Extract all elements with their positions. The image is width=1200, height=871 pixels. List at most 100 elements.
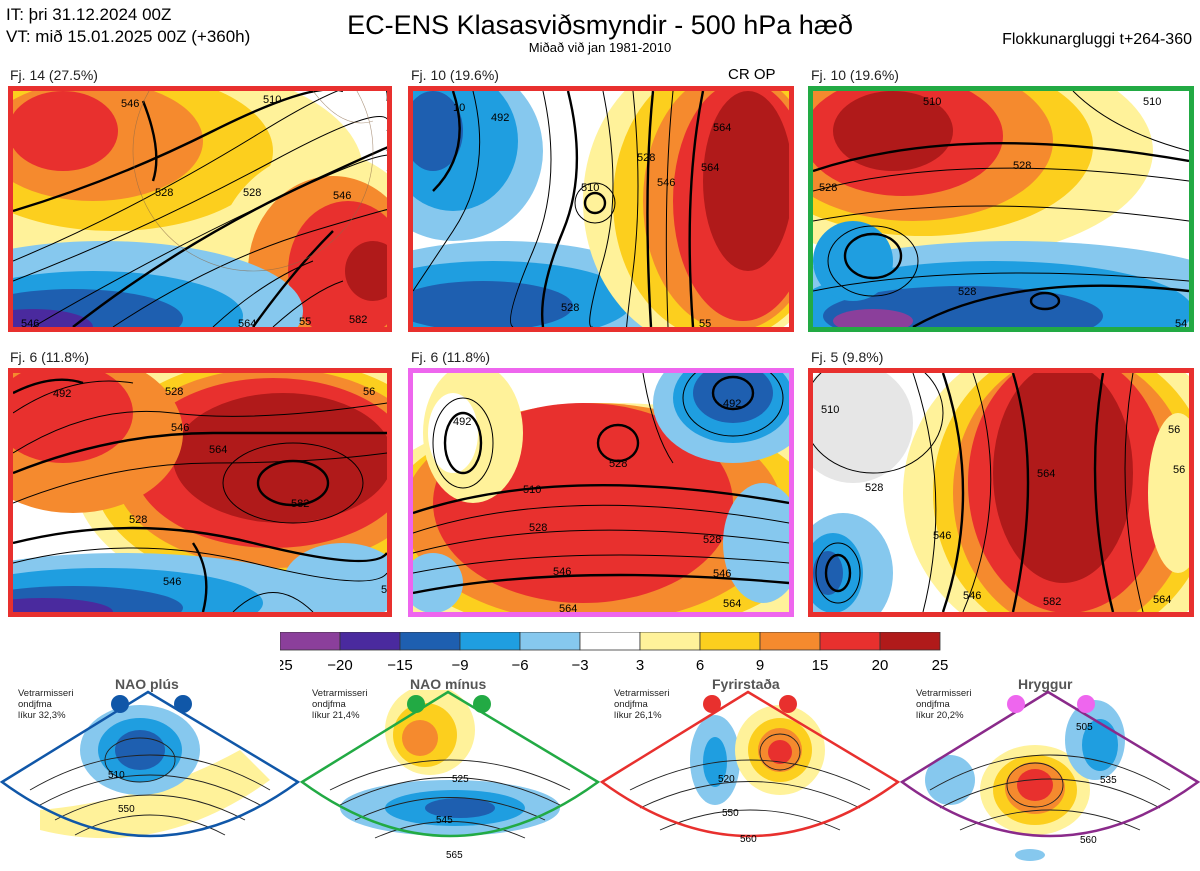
colorbar-cells (279, 631, 941, 651)
svg-text:54: 54 (1175, 318, 1187, 327)
regime-2-contour-a: 525 (452, 774, 469, 785)
svg-text:510: 510 (923, 96, 941, 108)
panel-5-label: Fj. 6 (11.8%) (411, 349, 491, 365)
svg-text:564: 564 (1037, 468, 1055, 480)
svg-text:546: 546 (333, 190, 351, 202)
regime-1-contour-a: 510 (108, 770, 125, 781)
colorbar-cell (759, 631, 821, 651)
svg-text:546: 546 (121, 98, 139, 110)
colorbar-tick-label: 25 (932, 657, 949, 674)
panel-4-label: Fj. 6 (11.8%) (10, 349, 90, 365)
svg-text:510: 510 (1143, 96, 1161, 108)
colorbar-tick-label: 15 (812, 657, 829, 674)
page-title: EC-ENS Klasasviðsmyndir - 500 hPa hæð (347, 10, 853, 40)
regime-3-contour-c: 560 (740, 834, 757, 845)
colorbar-tick-label: 9 (756, 657, 764, 674)
svg-text:510: 510 (581, 182, 599, 194)
map-panel-5: 492 510 528 528 546 528 546 564 564 492 (413, 373, 789, 612)
regime-3-note: Vetrarmisseri ondjfma líkur 26,1% (614, 688, 670, 721)
svg-text:564: 564 (238, 318, 256, 327)
svg-text:528: 528 (865, 482, 883, 494)
colorbar-cell (519, 631, 581, 651)
colorbar-tick-label: −9 (451, 657, 468, 674)
regime-4-contour-c: 560 (1080, 835, 1097, 846)
regime-1-contour-b: 550 (118, 804, 135, 815)
regime-2-contour-b: 545 (436, 815, 453, 826)
map-panel-4: 492 528 546 564 582 528 546 546 56 (13, 373, 387, 612)
page-subtitle: Miðað við jan 1981-2010 (528, 40, 672, 55)
cluster-map-panel-1: 546 528 528 546 564 582 546 55 510 (8, 86, 392, 332)
svg-text:528: 528 (958, 286, 976, 298)
svg-text:564: 564 (723, 598, 741, 610)
regime-3-name: Fyrirstaða (712, 676, 780, 692)
svg-text:564: 564 (559, 603, 577, 612)
regime-maps: 510 550 525 545 565 (0, 690, 1200, 861)
svg-text:528: 528 (609, 458, 627, 470)
regime-4-contour-a: 505 (1076, 722, 1093, 733)
svg-text:56: 56 (363, 386, 375, 398)
colorbar-cell (879, 631, 941, 651)
svg-text:492: 492 (53, 388, 71, 400)
svg-text:55: 55 (299, 316, 311, 327)
svg-text:546: 546 (163, 576, 181, 588)
regime-map-blocking: 520 550 560 (599, 690, 901, 845)
svg-text:564: 564 (701, 162, 719, 174)
map-panel-3: 510 510 528 528 528 54 (813, 91, 1189, 327)
cluster-map-panel-6: 510 546 564 528 546 564 582 56 56 (808, 368, 1194, 617)
regime-4-contour-b: 535 (1100, 775, 1117, 786)
colorbar-tick-label: 3 (636, 657, 644, 674)
colorbar-tick-labels: −25 −20 −15 −9 −6 −3 3 6 9 15 20 25 (267, 657, 949, 674)
svg-text:528: 528 (637, 152, 655, 164)
map-panel-2: 492 510 528 546 564 528 564 55 10 (413, 91, 789, 327)
regime-4-note: Vetrarmisseri ondjfma líkur 20,2% (916, 688, 972, 721)
classification-window: Flokkunargluggi t+264-360 (1002, 31, 1192, 48)
svg-text:564: 564 (209, 444, 227, 456)
svg-text:546: 546 (713, 568, 731, 580)
colorbar-svg: −25 −20 −15 −9 −6 −3 3 6 9 15 20 25 (267, 631, 949, 674)
svg-text:528: 528 (529, 522, 547, 534)
cluster-map-panel-2: 492 510 528 546 564 528 564 55 10 (408, 86, 794, 332)
svg-text:528: 528 (165, 386, 183, 398)
panel-2-label: Fj. 10 (19.6%) (411, 67, 499, 83)
svg-text:528: 528 (703, 534, 721, 546)
colorbar-cell (339, 631, 401, 651)
regime-map-nao-plus: 510 550 (0, 690, 301, 839)
svg-text:546: 546 (171, 422, 189, 434)
regime-1-note: Vetrarmisseri ondjfma líkur 32,3% (18, 688, 74, 721)
svg-text:546: 546 (21, 318, 39, 327)
svg-text:528: 528 (819, 182, 837, 194)
cluster-map-panel-3: 510 510 528 528 528 54 (808, 86, 1194, 332)
svg-text:528: 528 (243, 187, 261, 199)
initial-time: IT: þri 31.12.2024 00Z (6, 5, 172, 24)
svg-text:492: 492 (723, 398, 741, 410)
svg-text:546: 546 (657, 177, 675, 189)
svg-text:546: 546 (381, 584, 387, 596)
svg-text:56: 56 (1168, 424, 1180, 436)
svg-text:564: 564 (1153, 594, 1171, 606)
svg-text:528: 528 (561, 302, 579, 314)
svg-text:510: 510 (523, 484, 541, 496)
colorbar-cell (699, 631, 761, 651)
anomaly-colorbar: −25 −20 −15 −9 −6 −3 3 6 9 15 20 25 (267, 631, 960, 681)
colorbar-cell (399, 631, 461, 651)
svg-text:528: 528 (155, 187, 173, 199)
cluster-map-panel-5: 492 510 528 528 546 528 546 564 564 492 (408, 368, 794, 617)
map-panel-6: 510 546 564 528 546 564 582 56 56 (813, 373, 1189, 612)
panel-2-crop-tag: CR OP (728, 66, 776, 83)
regime-map-ridge: 505 535 560 (899, 690, 1200, 861)
svg-text:492: 492 (453, 416, 471, 428)
valid-time: VT: mið 15.01.2025 00Z (+360h) (6, 27, 251, 46)
colorbar-tick-label: −20 (327, 657, 352, 674)
svg-text:55: 55 (699, 318, 711, 327)
svg-text:582: 582 (1043, 596, 1061, 608)
colorbar-cell (459, 631, 521, 651)
svg-text:492: 492 (491, 112, 509, 124)
svg-text:56: 56 (1173, 464, 1185, 476)
regime-1-name: NAO plús (115, 676, 179, 692)
colorbar-tick-label: −15 (387, 657, 412, 674)
regime-map-nao-minus: 525 545 565 (299, 690, 601, 861)
colorbar-cell (819, 631, 881, 651)
svg-text:510: 510 (821, 404, 839, 416)
colorbar-tick-label: −25 (280, 657, 293, 674)
svg-text:10: 10 (453, 102, 465, 114)
